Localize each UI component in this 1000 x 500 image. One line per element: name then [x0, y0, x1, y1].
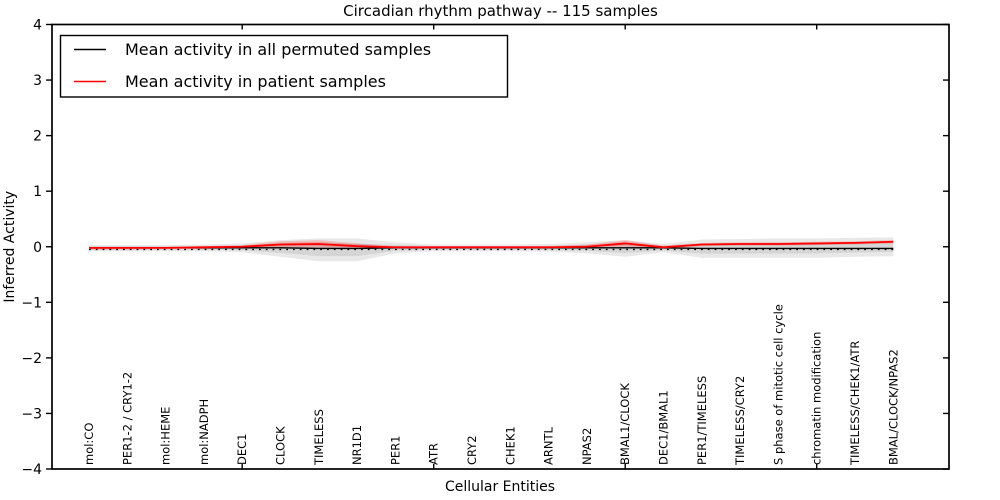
category-label: BMAL1/CLOCK	[618, 383, 632, 465]
patient-mean-line	[89, 240, 894, 249]
category-label: TIMELESS/CHEK1/ATR	[848, 341, 862, 466]
category-label: CLOCK	[274, 426, 288, 465]
legend-label: Mean activity in patient samples	[125, 72, 386, 91]
y-tick-label: 4	[33, 18, 42, 34]
category-label: chromatin modification	[810, 332, 824, 465]
legend-label: Mean activity in all permuted samples	[125, 40, 431, 59]
category-label: CRY2	[465, 435, 479, 465]
y-tick-label: 1	[33, 184, 42, 200]
y-tick-label: 2	[33, 129, 42, 145]
category-label: S phase of mitotic cell cycle	[771, 304, 785, 465]
chart-title: Circadian rhythm pathway -- 115 samples	[343, 2, 658, 20]
category-label: DEC1	[235, 434, 249, 465]
category-label: TIMELESS	[312, 409, 326, 466]
y-tick-label: 3	[33, 73, 42, 89]
category-label: ARNTL	[542, 427, 556, 465]
category-label: DEC1/BMAL1	[657, 390, 671, 465]
x-axis-label: Cellular Entities	[445, 479, 555, 495]
category-label: mol:CO	[82, 423, 96, 465]
y-tick-label: 0	[33, 240, 42, 256]
y-tick-label: −2	[21, 351, 42, 367]
plot-border	[51, 23, 950, 470]
category-label: BMAL/CLOCK/NPAS2	[886, 349, 900, 465]
category-label: mol:NADPH	[197, 399, 211, 465]
category-label: ATR	[427, 443, 441, 465]
category-label: mol:HEME	[159, 407, 173, 465]
category-label: NPAS2	[580, 428, 594, 465]
category-label: PER1/TIMELESS	[695, 376, 709, 465]
y-axis-label: Inferred Activity	[2, 191, 18, 303]
category-label: CHEK1	[503, 426, 517, 465]
category-label: TIMELESS/CRY2	[733, 376, 747, 466]
category-label: PER1	[388, 435, 402, 465]
y-tick-label: −1	[21, 295, 42, 311]
patient-samples-spread-band-inner	[89, 240, 894, 249]
patient-samples-spread-band-outer	[89, 240, 894, 250]
category-label: PER1-2 / CRY1-2	[120, 372, 134, 465]
category-label: NR1D1	[350, 425, 364, 465]
y-tick-label: −3	[21, 406, 42, 422]
y-tick-label: −4	[21, 462, 42, 478]
legend-box	[59, 34, 509, 98]
